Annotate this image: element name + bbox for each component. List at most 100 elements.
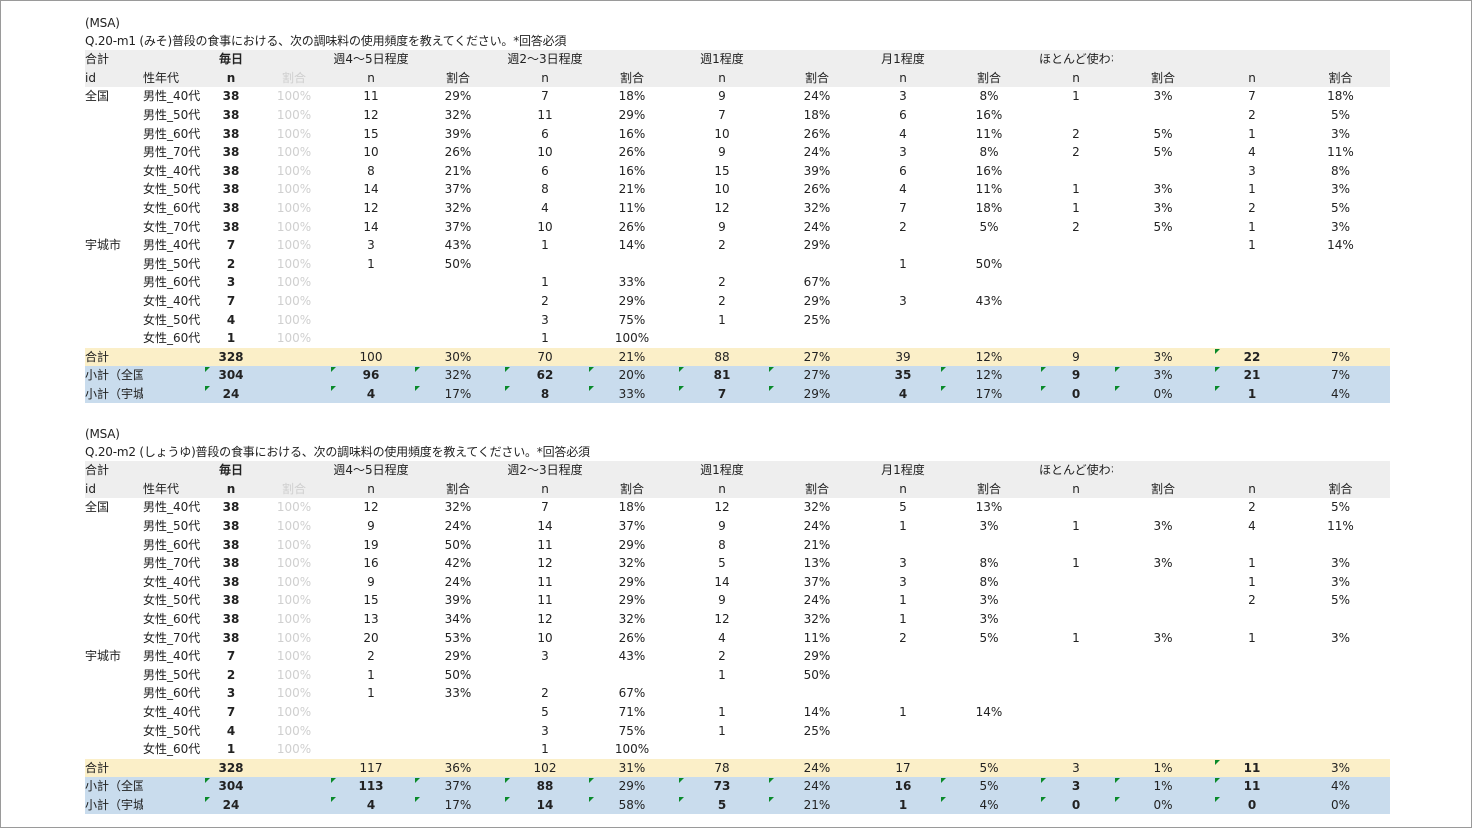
table-cell[interactable]: 3% [1153, 630, 1173, 645]
table-cell[interactable]: 10 [363, 145, 379, 160]
table-cell[interactable]: 3% [1330, 182, 1351, 197]
table-cell[interactable] [85, 554, 143, 573]
table-cell[interactable] [1291, 310, 1390, 329]
table-cell[interactable]: 11 [537, 537, 553, 552]
table-cell[interactable]: 宇城市 [85, 649, 122, 664]
table-cell[interactable]: 2 [1248, 201, 1256, 216]
total-cell[interactable]: 17 [867, 758, 939, 778]
header-cell[interactable]: 割合 [587, 68, 677, 88]
table-cell[interactable] [1039, 721, 1113, 740]
table-cell[interactable] [1291, 647, 1390, 666]
table-cell[interactable]: 4 [541, 201, 549, 216]
table-cell[interactable]: 100% [614, 331, 650, 346]
header-cell[interactable]: n [677, 479, 767, 499]
table-cell[interactable] [1213, 740, 1291, 759]
table-cell[interactable]: 男性_70代 [143, 556, 201, 571]
table-cell[interactable]: 16% [618, 126, 646, 141]
table-cell[interactable]: 10 [537, 630, 553, 645]
table-cell[interactable] [413, 273, 503, 292]
table-cell[interactable]: 女性_60代 [143, 201, 201, 216]
table-cell[interactable]: 14% [975, 705, 1003, 720]
table-cell[interactable]: 3 [899, 145, 907, 160]
table-cell[interactable] [1113, 721, 1213, 740]
subtotal-cell[interactable]: 73 [677, 777, 767, 796]
table-cell[interactable]: 15 [714, 163, 730, 178]
table-cell[interactable] [1039, 310, 1113, 329]
table-cell[interactable]: 7 [899, 201, 907, 216]
table-cell[interactable]: 37% [444, 219, 472, 234]
table-cell[interactable]: 8% [979, 574, 999, 589]
table-cell[interactable] [1113, 292, 1213, 311]
table-cell[interactable]: 50% [803, 667, 831, 682]
header-cell[interactable]: 週4～5日程度 [329, 50, 413, 69]
table-cell[interactable]: 7 [718, 108, 726, 123]
total-cell[interactable]: 100 [329, 347, 413, 367]
subtotal-cell[interactable]: 1 [1213, 384, 1291, 404]
table-cell[interactable]: 5% [1330, 108, 1351, 123]
table-cell[interactable]: 7 [226, 238, 236, 253]
table-cell[interactable]: 11 [537, 593, 553, 608]
table-cell[interactable] [1113, 684, 1213, 703]
table-cell[interactable]: 25% [803, 312, 831, 327]
table-cell[interactable]: 21% [618, 182, 646, 197]
table-cell[interactable]: 14 [363, 219, 379, 234]
subtotal-cell[interactable]: 8 [503, 384, 587, 404]
header-cell[interactable]: id [85, 479, 143, 499]
table-cell[interactable] [1113, 106, 1213, 125]
total-cell[interactable] [143, 758, 203, 778]
subtotal-cell[interactable]: 21% [767, 795, 867, 815]
table-cell[interactable]: 1 [1072, 89, 1080, 104]
table-cell[interactable]: 7 [226, 294, 236, 309]
table-cell[interactable]: 38 [222, 630, 240, 645]
header-cell[interactable]: n [329, 479, 413, 499]
table-cell[interactable] [85, 124, 143, 143]
table-cell[interactable] [1291, 703, 1390, 722]
table-cell[interactable]: 38 [222, 126, 240, 141]
subtotal-cell[interactable]: 14 [503, 795, 587, 815]
header-cell[interactable]: 週1程度 [677, 50, 767, 69]
total-cell[interactable]: 21% [587, 347, 677, 367]
table-cell[interactable]: 5% [1330, 201, 1351, 216]
table-cell[interactable] [1213, 610, 1291, 629]
table-cell[interactable]: 53% [444, 630, 472, 645]
table-cell[interactable] [767, 740, 867, 759]
table-cell[interactable]: 100% [276, 312, 312, 327]
table-cell[interactable]: 5 [541, 705, 549, 720]
table-cell[interactable]: 3% [1153, 556, 1173, 571]
table-cell[interactable]: 3% [1330, 574, 1351, 589]
header-cell[interactable] [939, 461, 1039, 480]
table-cell[interactable]: 9 [367, 574, 375, 589]
table-cell[interactable]: 100% [276, 275, 312, 290]
subtotal-cell[interactable]: 12% [939, 366, 1039, 385]
table-cell[interactable] [329, 273, 413, 292]
table-cell[interactable] [587, 255, 677, 274]
table-cell[interactable]: 男性_50代 [143, 667, 201, 682]
header-cell[interactable]: 割合 [1291, 68, 1390, 88]
table-cell[interactable]: 100% [276, 742, 312, 757]
header-cell[interactable] [413, 50, 503, 69]
table-cell[interactable] [867, 684, 939, 703]
table-cell[interactable] [939, 329, 1039, 348]
header-cell[interactable]: n [867, 479, 939, 499]
subtotal-cell[interactable]: 29% [767, 384, 867, 404]
total-cell[interactable]: 合計 [85, 347, 143, 367]
table-cell[interactable]: 4 [1248, 519, 1256, 534]
table-cell[interactable]: 1 [541, 742, 549, 757]
table-cell[interactable] [329, 721, 413, 740]
table-cell[interactable] [1291, 329, 1390, 348]
table-cell[interactable]: 43% [618, 649, 646, 664]
table-cell[interactable]: 29% [618, 593, 646, 608]
table-cell[interactable] [867, 310, 939, 329]
table-cell[interactable]: 19 [363, 537, 379, 552]
table-cell[interactable] [85, 573, 143, 592]
table-cell[interactable] [939, 647, 1039, 666]
subtotal-cell[interactable]: 21 [1213, 366, 1291, 385]
table-cell[interactable]: 15 [363, 126, 379, 141]
table-cell[interactable]: 12 [363, 108, 379, 123]
table-cell[interactable]: 3% [1153, 182, 1173, 197]
table-cell[interactable]: 3% [1330, 126, 1351, 141]
table-cell[interactable] [1113, 703, 1213, 722]
header-cell[interactable]: 割合 [259, 479, 329, 499]
table-cell[interactable] [1039, 236, 1113, 255]
header-cell[interactable]: id [85, 68, 143, 88]
